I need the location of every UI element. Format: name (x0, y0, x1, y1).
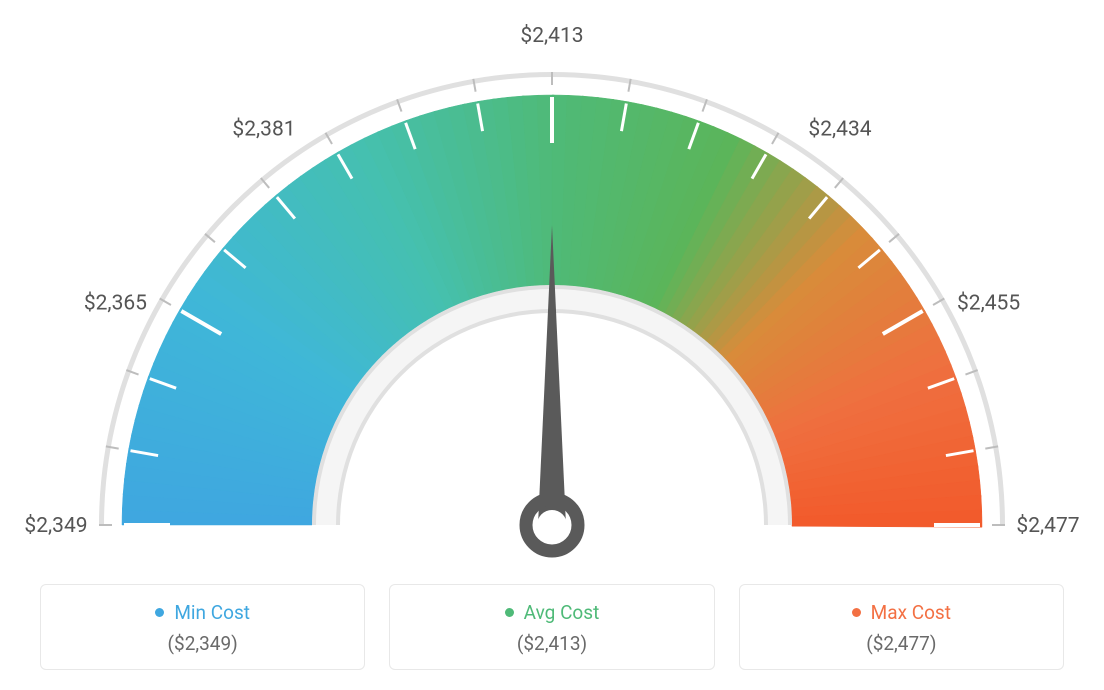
svg-text:$2,434: $2,434 (808, 118, 871, 142)
svg-text:$2,455: $2,455 (957, 292, 1020, 316)
chart-container: $2,349 $2,365 $2,381 $2,413 $2,434 $2,455 $2,4… (0, 0, 1104, 690)
min-cost-dot-icon (155, 608, 164, 617)
min-cost-value: ($2,349) (168, 632, 238, 655)
svg-text:$2,477: $2,477 (1016, 514, 1079, 538)
max-cost-value: ($2,477) (866, 632, 936, 655)
max-cost-dot-icon (852, 608, 861, 617)
summary-cards: Min Cost ($2,349) Avg Cost ($2,413) Max … (40, 584, 1064, 670)
svg-text:$2,365: $2,365 (84, 292, 147, 316)
svg-text:$2,381: $2,381 (232, 118, 295, 142)
avg-cost-dot-icon (505, 608, 514, 617)
max-cost-label: Max Cost (871, 601, 951, 624)
min-cost-card: Min Cost ($2,349) (40, 584, 365, 670)
max-cost-card: Max Cost ($2,477) (739, 584, 1064, 670)
svg-text:$2,413: $2,413 (520, 24, 583, 48)
max-cost-title: Max Cost (852, 601, 951, 624)
avg-cost-title: Avg Cost (505, 601, 600, 624)
min-cost-label: Min Cost (174, 601, 250, 624)
gauge-svg: $2,349 $2,365 $2,381 $2,413 $2,434 $2,455 $2,4… (0, 20, 1104, 560)
svg-text:$2,349: $2,349 (24, 514, 87, 538)
avg-cost-card: Avg Cost ($2,413) (389, 584, 714, 670)
avg-cost-value: ($2,413) (517, 632, 587, 655)
gauge-chart: $2,349 $2,365 $2,381 $2,413 $2,434 $2,455 $2,4… (0, 20, 1104, 560)
min-cost-title: Min Cost (155, 601, 250, 624)
avg-cost-label: Avg Cost (524, 601, 600, 624)
